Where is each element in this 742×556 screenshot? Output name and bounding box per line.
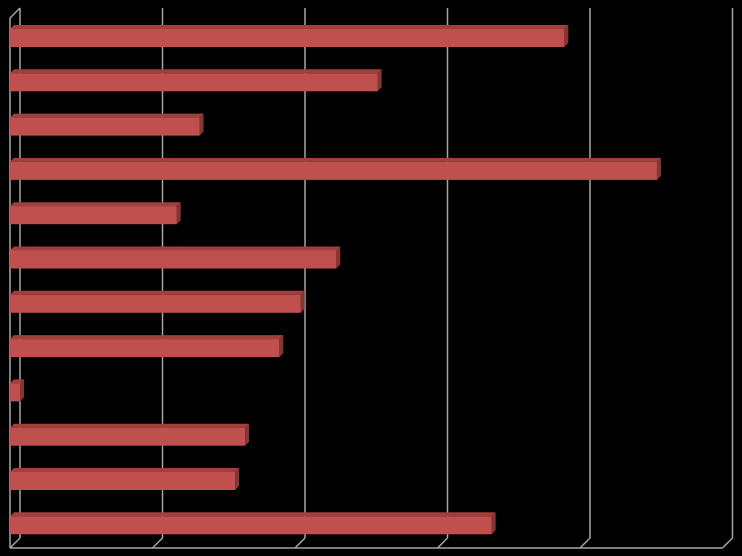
bar-12-top [10,512,496,517]
bar-4-top [10,157,661,162]
bar-12 [10,512,496,535]
bar-6-top [10,246,341,251]
bar-10-side [245,423,250,446]
bar-9-front [10,383,20,402]
bar-2-front [10,73,378,92]
bar-1-top [10,25,569,29]
bar-4 [10,157,661,180]
bar-12-front [10,516,492,535]
bar-11 [10,468,240,490]
bar-9 [10,379,24,402]
bar-1-front [10,29,565,47]
bar-6 [10,246,341,269]
floor-tick-4 [579,537,591,549]
bar-10-top [10,423,250,428]
bars [10,25,661,535]
bar-5-side [176,202,181,225]
bar-4-side [656,157,661,180]
bar-8-top [10,335,284,340]
bar-8 [10,335,284,358]
bar-6-front [10,250,337,269]
bar-11-front [10,472,236,490]
bar-2 [10,69,382,92]
bar-7 [10,290,305,313]
bar-1 [10,25,569,47]
bar-9-side [19,379,24,402]
bar-11-side [235,468,240,490]
bar-10-front [10,427,246,446]
bar-2-top [10,69,382,74]
bar-7-front [10,294,301,313]
bar-7-top [10,290,305,295]
bar-12-side [491,512,496,535]
bar-9-top [10,379,24,384]
bar-5-top [10,202,181,207]
bar-3-top [10,113,204,118]
floor-tick-3 [436,537,449,549]
bar-7-side [300,290,305,313]
bar-3 [10,113,204,136]
bar-10 [10,423,250,446]
bar-2-side [377,69,382,92]
floor-tick-2 [294,537,306,549]
floor-tick-5 [721,537,734,549]
bar-5-front [10,206,177,225]
bar-8-front [10,339,280,358]
bar-6-side [336,246,341,269]
bar-8-side [279,335,284,358]
bar-3-front [10,117,200,136]
bar-11-top [10,468,240,472]
floor-tick-1 [151,537,164,549]
floor-tick-0 [9,537,21,549]
gridlines [9,7,734,549]
bar-4-front [10,161,657,180]
bar-3-side [199,113,204,136]
left-wall-top-edge [9,7,21,19]
bar-1-side [564,25,569,47]
bar-5 [10,202,181,225]
